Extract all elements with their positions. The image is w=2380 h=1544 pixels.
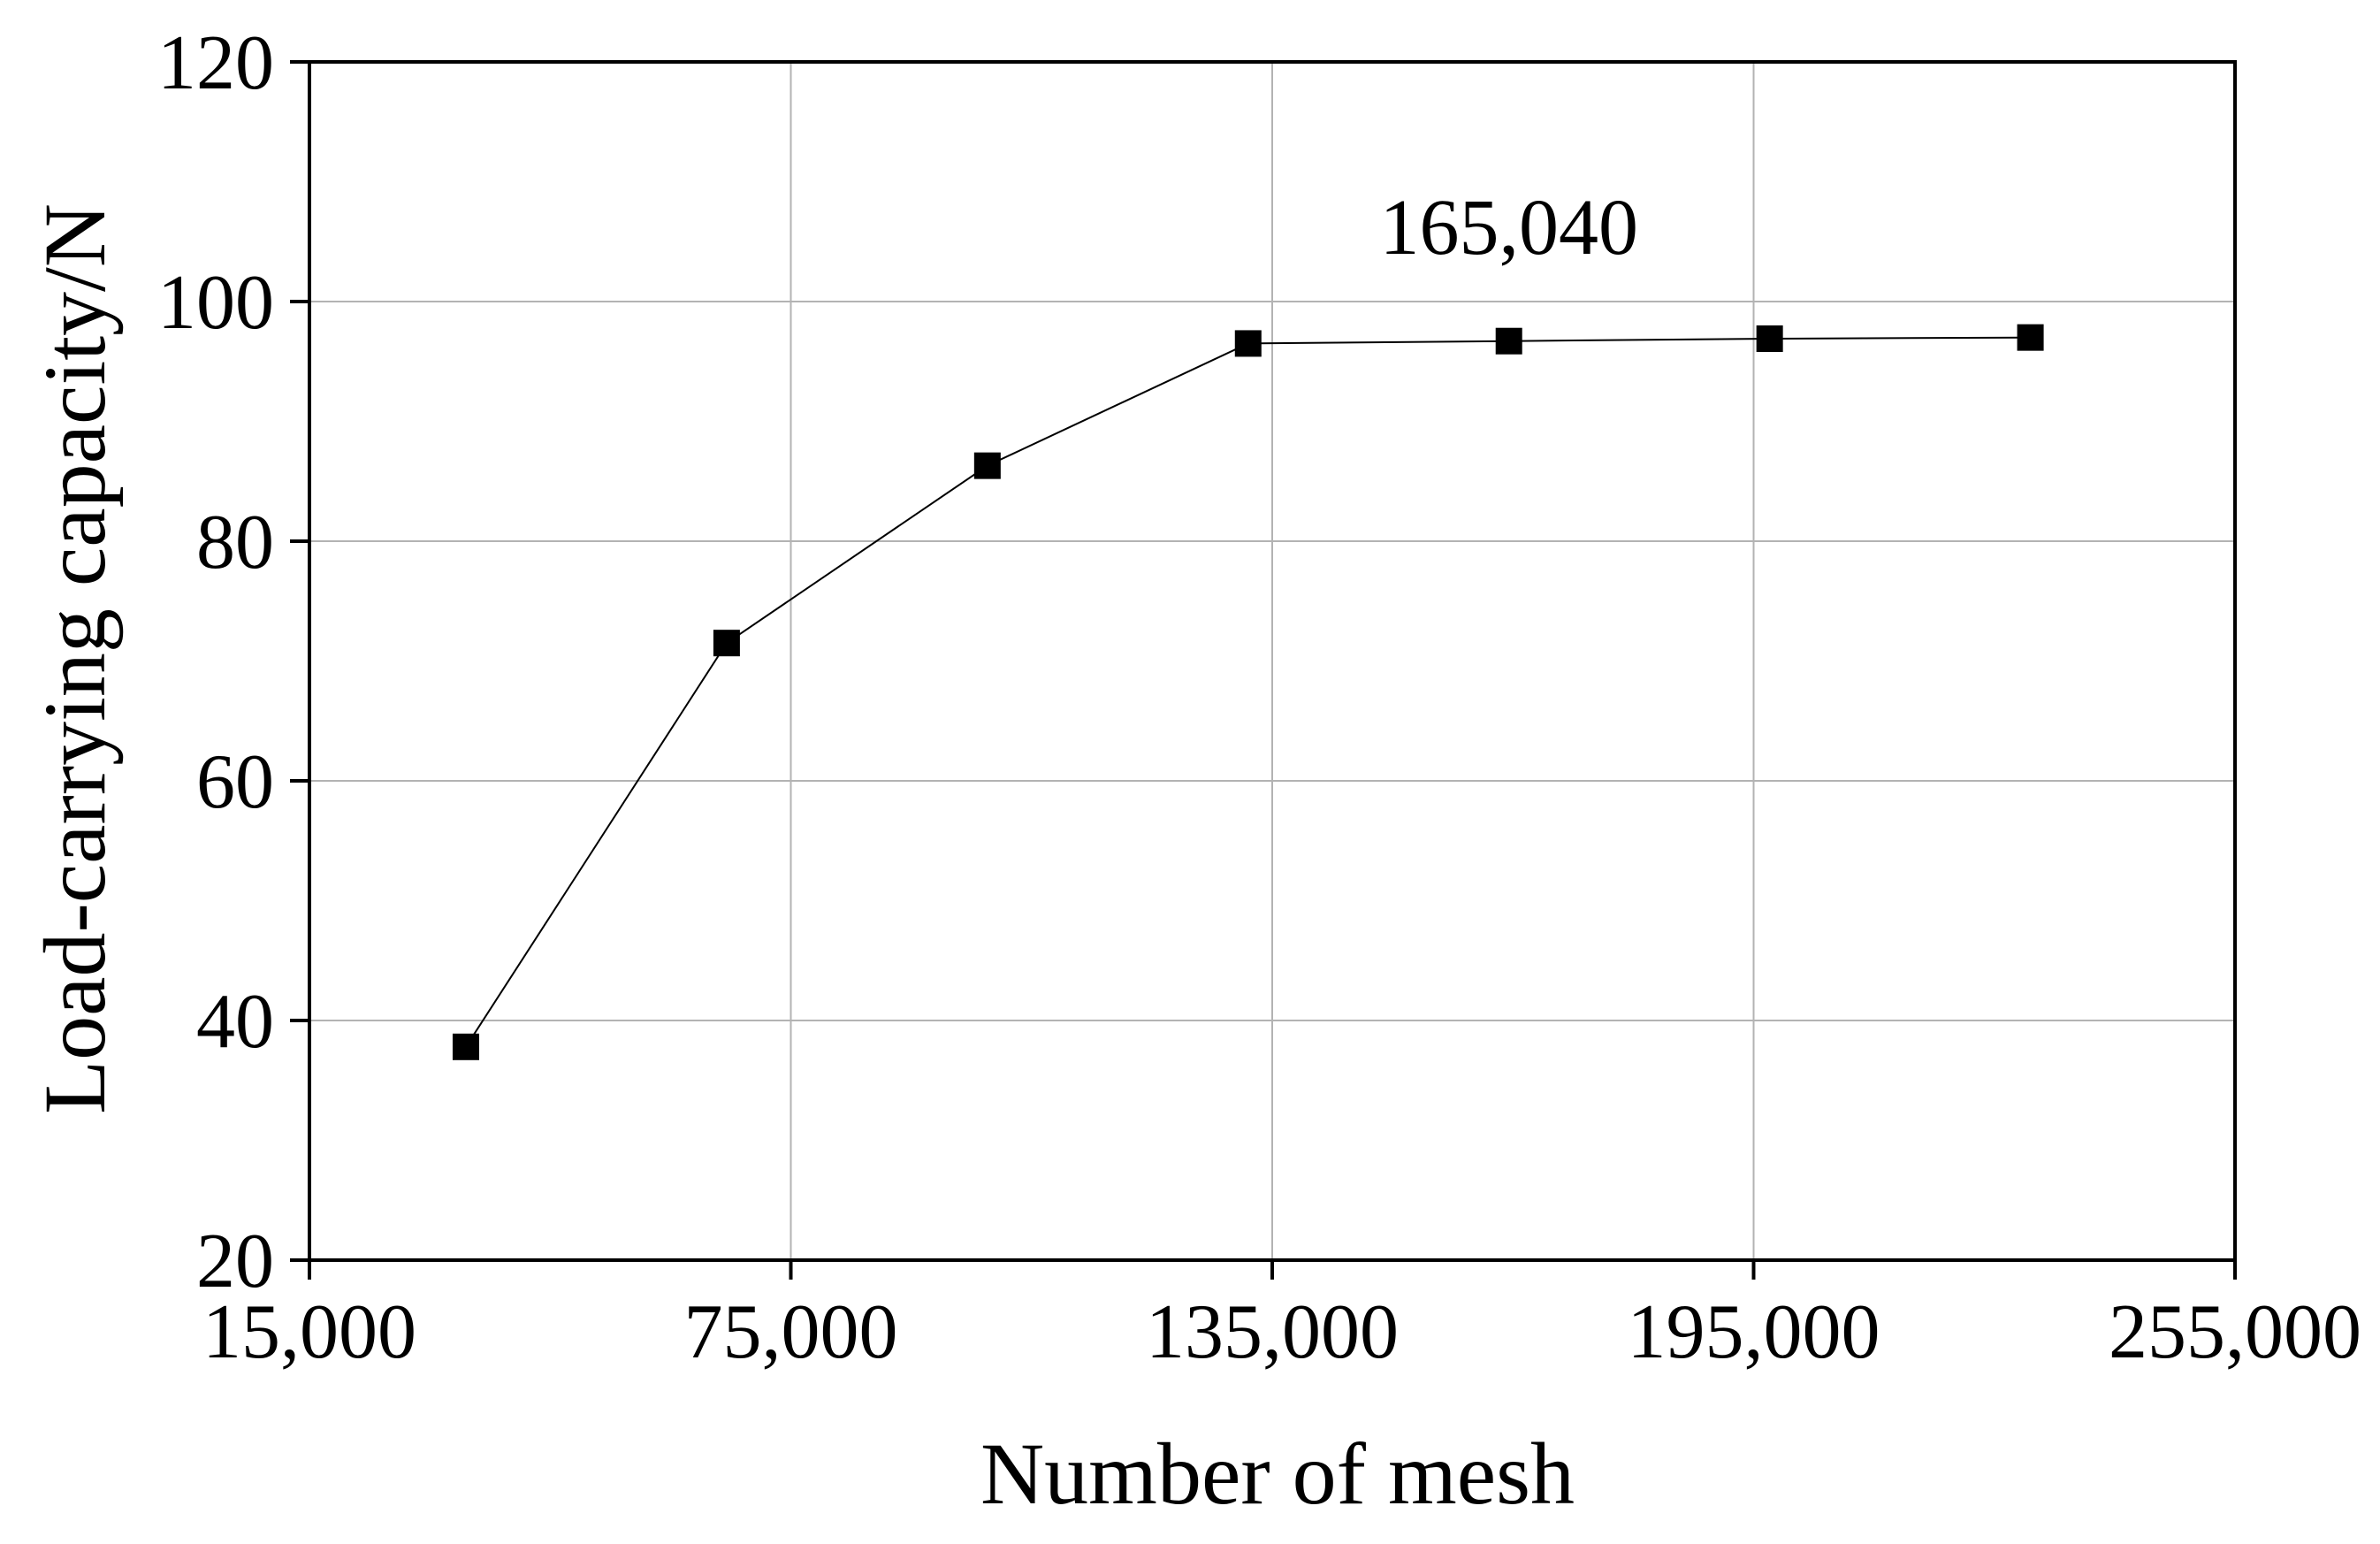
series xyxy=(452,324,2044,1060)
annotations: 165,040 xyxy=(1379,184,1638,271)
x-tick-label: 15,000 xyxy=(202,1289,416,1375)
data-point xyxy=(1234,330,1262,357)
x-tick-label: 195,000 xyxy=(1628,1289,1880,1375)
x-axis-title: Number of mesh xyxy=(980,1425,1575,1523)
data-point xyxy=(713,630,740,657)
y-tick-label: 60 xyxy=(196,739,274,825)
y-tick-labels: 20 40 60 80 100 120 xyxy=(157,20,274,1304)
y-axis-title: Load-carrying capacity/N xyxy=(26,203,124,1114)
x-tick-label: 135,000 xyxy=(1146,1289,1399,1375)
y-tick-label: 80 xyxy=(196,500,274,585)
y-tick-label: 20 xyxy=(196,1219,274,1304)
data-point xyxy=(2017,324,2044,351)
data-point xyxy=(1495,327,1522,355)
series-line xyxy=(465,336,2031,1048)
y-tick-label: 120 xyxy=(157,20,274,106)
annotation-label: 165,040 xyxy=(1379,184,1638,271)
x-tick-labels: 15,000 75,000 135,000 195,000 255,000 xyxy=(202,1289,2361,1375)
data-point xyxy=(452,1033,479,1060)
y-tick-label: 100 xyxy=(157,260,274,346)
y-tick-label: 40 xyxy=(196,979,274,1065)
x-tick-label: 75,000 xyxy=(684,1289,898,1375)
data-point xyxy=(1756,325,1783,353)
grid xyxy=(309,62,2235,1260)
x-tick-label: 255,000 xyxy=(2109,1289,2361,1375)
tick-marks xyxy=(290,60,2237,1280)
data-point xyxy=(973,452,1001,479)
